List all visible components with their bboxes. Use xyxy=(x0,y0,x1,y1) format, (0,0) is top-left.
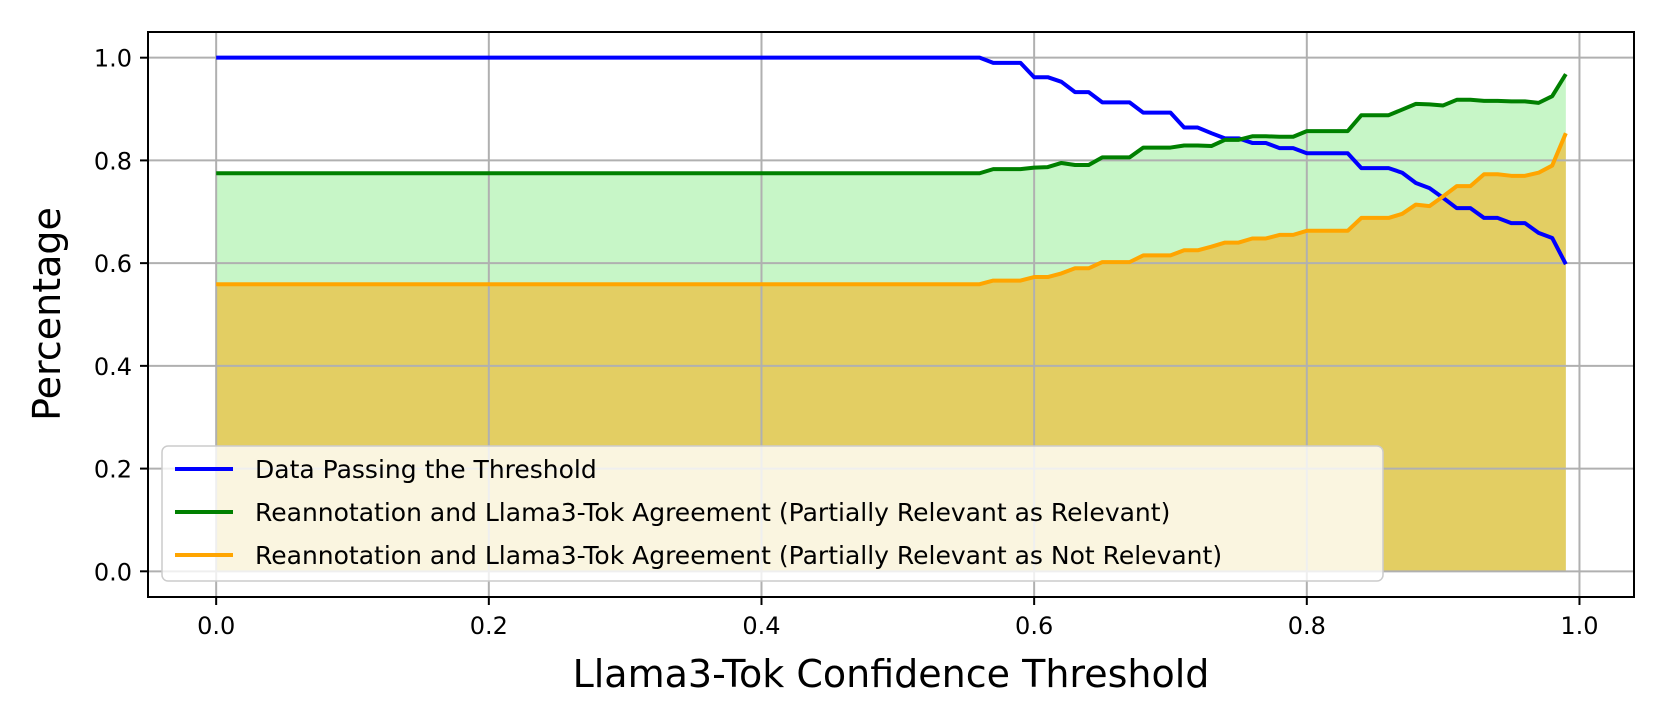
x-tick-label: 1.0 xyxy=(1560,612,1598,640)
x-tick-label: 0.2 xyxy=(470,612,508,640)
legend-label-2: Reannotation and Llama3-Tok Agreement (P… xyxy=(255,541,1222,570)
series-line-1 xyxy=(216,73,1568,176)
x-tick-label: 0.6 xyxy=(1015,612,1053,640)
y-tick-label: 0.6 xyxy=(94,250,132,278)
legend: Data Passing the Threshold Reannotation … xyxy=(161,445,1384,582)
tick-layer: 0.0 0.2 0.4 0.6 0.8 1.0 0.0 0.2 0.4 0.6 0.8 1.0 xyxy=(94,45,1599,640)
x-tick-label: 0.4 xyxy=(742,612,780,640)
legend-box xyxy=(161,445,1384,582)
plot-frame xyxy=(147,31,1635,598)
series-line-0 xyxy=(216,55,1568,266)
series-line-2 xyxy=(216,132,1568,287)
y-tick-label: 0.2 xyxy=(94,456,132,484)
y-tick-label: 0.4 xyxy=(94,353,132,381)
line-layer xyxy=(216,55,1568,287)
y-tick-label: 0.0 xyxy=(94,558,132,586)
x-tick-label: 0.8 xyxy=(1288,612,1326,640)
legend-label-0: Data Passing the Threshold xyxy=(255,455,597,484)
y-tick-label: 0.8 xyxy=(94,147,132,175)
x-axis-label: Llama3-Tok Confidence Threshold xyxy=(573,652,1210,696)
y-tick-label: 1.0 xyxy=(94,45,132,73)
y-axis-label: Percentage xyxy=(25,207,69,421)
legend-label-1: Reannotation and Llama3-Tok Agreement (P… xyxy=(255,498,1170,527)
x-tick-label: 0.0 xyxy=(197,612,235,640)
